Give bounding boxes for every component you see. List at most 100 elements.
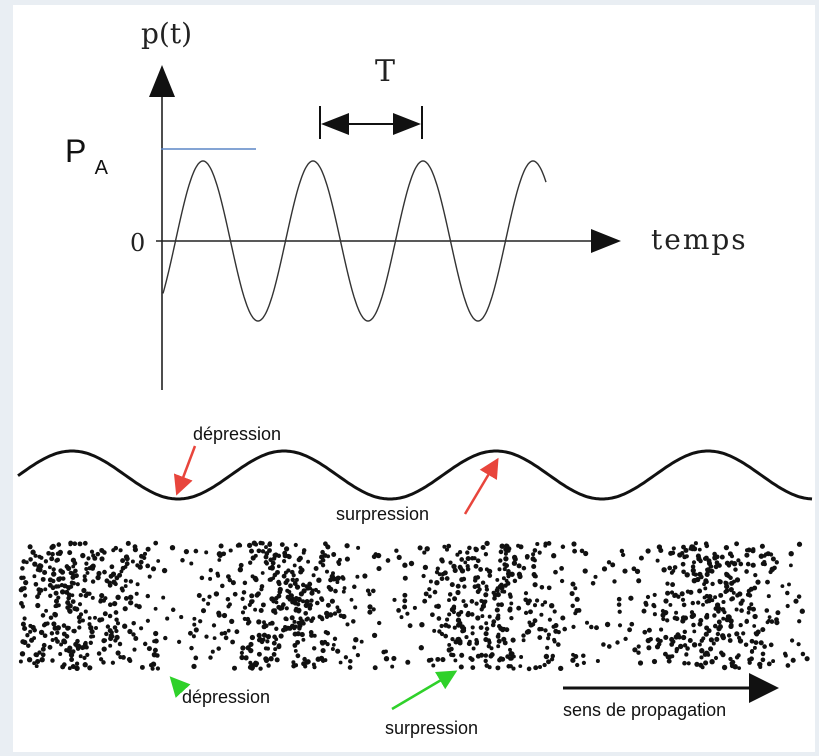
particle-dot [751, 547, 756, 552]
particle-dot [434, 580, 440, 586]
particle-dot [43, 559, 49, 564]
particle-dot [276, 644, 282, 650]
particle-dot [292, 631, 298, 637]
particle-dot [447, 592, 453, 597]
particle-dot [127, 658, 133, 664]
particle-dot [553, 628, 559, 634]
particle-dot [728, 618, 734, 624]
particle-dot [713, 564, 719, 570]
particle-dot [748, 586, 754, 592]
particle-dot [26, 657, 33, 663]
particle-dot [553, 569, 558, 575]
particle-dot [102, 569, 107, 575]
particle-dot [32, 636, 37, 641]
particle-dot [153, 638, 159, 644]
particle-dot [681, 544, 686, 550]
particle-dot [457, 620, 463, 626]
particle-dot [417, 545, 423, 551]
particle-dot [40, 576, 46, 582]
particle-dot [210, 649, 215, 654]
particle-dot [709, 659, 715, 665]
particle-dot [646, 645, 652, 651]
particle-dot [424, 546, 430, 552]
particle-dot [294, 584, 301, 590]
particle-dot [121, 655, 126, 660]
particle-dot [523, 610, 529, 616]
particle-dot [793, 598, 799, 604]
particle-dot [724, 560, 731, 566]
particle-dot [344, 543, 350, 549]
particle-dot [25, 633, 30, 638]
particle-dot [87, 665, 93, 671]
particle-dot [133, 636, 139, 641]
particle-dot [383, 649, 388, 654]
particle-dot [704, 593, 710, 599]
particle-dot [99, 547, 105, 553]
particle-dot [220, 583, 225, 589]
particle-dot [297, 626, 302, 631]
particle-dot [288, 583, 293, 589]
particle-dot [699, 655, 704, 660]
particle-dot [260, 549, 266, 554]
particle-dot [232, 591, 238, 597]
particle-dot [442, 544, 447, 549]
particle-dot [475, 558, 481, 564]
particle-dot [161, 595, 166, 600]
particle-dot [192, 622, 197, 627]
particle-dot [521, 633, 526, 638]
particle-dot [213, 591, 220, 597]
wave-profile: dépression surpression [17, 424, 813, 524]
particle-dot [697, 588, 703, 594]
particle-dot [712, 613, 717, 618]
particle-dot [80, 645, 85, 651]
particle-dot [189, 645, 194, 651]
particle-dot [443, 622, 449, 628]
particle-dot [669, 641, 675, 647]
particle-dot [569, 591, 575, 597]
band-surpression-label: surpression [385, 718, 478, 738]
particle-dot [478, 566, 484, 572]
particle-dot [132, 647, 137, 652]
particle-dot [449, 652, 454, 658]
particle-dot [434, 604, 439, 609]
particle-dot [464, 635, 469, 640]
particle-dot [89, 549, 95, 554]
particle-dot [483, 592, 489, 598]
particle-dot [711, 641, 716, 646]
particle-dot [500, 626, 506, 633]
particle-dot [355, 574, 360, 579]
particle-dot [90, 579, 96, 584]
particle-dot [713, 655, 719, 661]
particle-dot [276, 593, 282, 599]
particle-dot [690, 600, 695, 606]
particle-dot [65, 565, 72, 572]
particle-dot [461, 628, 467, 633]
particle-dot [525, 555, 530, 560]
particle-dot [687, 638, 693, 643]
particle-dot [697, 547, 702, 552]
particle-dot [123, 564, 128, 569]
particle-dot [32, 574, 37, 579]
particle-dot [760, 627, 766, 633]
particle-dot [259, 639, 265, 645]
particle-dot [42, 569, 48, 576]
particle-dot [717, 579, 723, 585]
particle-dot [661, 567, 667, 573]
particle-dot [703, 586, 708, 591]
particle-dot [457, 549, 463, 555]
particle-dot [439, 576, 445, 582]
particle-dot [430, 612, 435, 618]
particle-dot [546, 585, 552, 591]
particle-dot [691, 560, 697, 565]
particle-dot [235, 543, 241, 548]
particle-dot [296, 609, 301, 614]
particle-dot [681, 569, 686, 575]
particle-dot [744, 569, 749, 574]
particle-dot [108, 573, 114, 579]
particle-dot [473, 575, 479, 581]
particle-dot [473, 546, 478, 551]
particle-dot [355, 652, 361, 658]
particle-dot [134, 591, 139, 596]
particle-dot [24, 560, 29, 565]
particle-dot [292, 581, 298, 586]
